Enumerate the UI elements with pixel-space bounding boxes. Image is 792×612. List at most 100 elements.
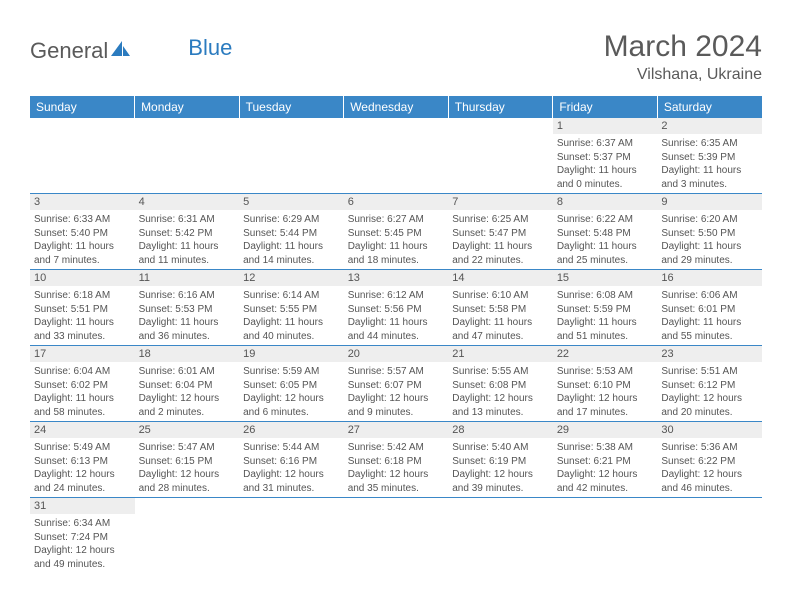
sunrise-text: Sunrise: 6:18 AM (34, 289, 131, 303)
daylight-text: Daylight: 12 hours and 2 minutes. (139, 392, 236, 419)
day-number: 10 (30, 270, 135, 286)
calendar-cell: 25Sunrise: 5:47 AMSunset: 6:15 PMDayligh… (135, 422, 240, 498)
calendar-cell: 4Sunrise: 6:31 AMSunset: 5:42 PMDaylight… (135, 194, 240, 270)
day-number: 31 (30, 498, 135, 514)
day-details: Sunrise: 6:06 AMSunset: 6:01 PMDaylight:… (657, 286, 762, 345)
daylight-text: Daylight: 11 hours and 36 minutes. (139, 316, 236, 343)
sunrise-text: Sunrise: 5:59 AM (243, 365, 340, 379)
sunset-text: Sunset: 6:19 PM (452, 455, 549, 469)
sunset-text: Sunset: 5:48 PM (557, 227, 654, 241)
day-number: 8 (553, 194, 658, 210)
logo-text-general: General (30, 38, 108, 64)
daylight-text: Daylight: 11 hours and 14 minutes. (243, 240, 340, 267)
title-block: March 2024 Vilshana, Ukraine (604, 30, 762, 84)
sunset-text: Sunset: 6:22 PM (661, 455, 758, 469)
daylight-text: Daylight: 11 hours and 29 minutes. (661, 240, 758, 267)
calendar-cell: 23Sunrise: 5:51 AMSunset: 6:12 PMDayligh… (657, 346, 762, 422)
sunrise-text: Sunrise: 6:27 AM (348, 213, 445, 227)
sunset-text: Sunset: 5:55 PM (243, 303, 340, 317)
daylight-text: Daylight: 12 hours and 35 minutes. (348, 468, 445, 495)
weekday-header-row: Sunday Monday Tuesday Wednesday Thursday… (30, 96, 762, 118)
day-number: 4 (135, 194, 240, 210)
daylight-text: Daylight: 12 hours and 24 minutes. (34, 468, 131, 495)
daylight-text: Daylight: 11 hours and 0 minutes. (557, 164, 654, 191)
daylight-text: Daylight: 11 hours and 44 minutes. (348, 316, 445, 343)
sunrise-text: Sunrise: 5:38 AM (557, 441, 654, 455)
sunrise-text: Sunrise: 6:10 AM (452, 289, 549, 303)
brand-logo: General Blue (30, 38, 232, 64)
calendar-cell: 22Sunrise: 5:53 AMSunset: 6:10 PMDayligh… (553, 346, 658, 422)
day-number: 11 (135, 270, 240, 286)
sunrise-text: Sunrise: 6:37 AM (557, 137, 654, 151)
calendar-cell: 30Sunrise: 5:36 AMSunset: 6:22 PMDayligh… (657, 422, 762, 498)
sunrise-text: Sunrise: 6:35 AM (661, 137, 758, 151)
sunset-text: Sunset: 5:42 PM (139, 227, 236, 241)
calendar-cell (239, 118, 344, 194)
calendar-cell: 24Sunrise: 5:49 AMSunset: 6:13 PMDayligh… (30, 422, 135, 498)
day-details: Sunrise: 6:25 AMSunset: 5:47 PMDaylight:… (448, 210, 553, 269)
sunset-text: Sunset: 5:58 PM (452, 303, 549, 317)
sunrise-text: Sunrise: 6:06 AM (661, 289, 758, 303)
sunrise-text: Sunrise: 5:51 AM (661, 365, 758, 379)
day-details: Sunrise: 6:33 AMSunset: 5:40 PMDaylight:… (30, 210, 135, 269)
day-details: Sunrise: 6:34 AMSunset: 7:24 PMDaylight:… (30, 514, 135, 573)
day-details: Sunrise: 5:47 AMSunset: 6:15 PMDaylight:… (135, 438, 240, 497)
sunset-text: Sunset: 5:39 PM (661, 151, 758, 165)
sunrise-text: Sunrise: 5:44 AM (243, 441, 340, 455)
calendar-cell: 13Sunrise: 6:12 AMSunset: 5:56 PMDayligh… (344, 270, 449, 346)
day-number: 26 (239, 422, 344, 438)
daylight-text: Daylight: 12 hours and 42 minutes. (557, 468, 654, 495)
sunrise-text: Sunrise: 6:34 AM (34, 517, 131, 531)
day-number: 18 (135, 346, 240, 362)
day-details: Sunrise: 6:14 AMSunset: 5:55 PMDaylight:… (239, 286, 344, 345)
calendar-week-row: 17Sunrise: 6:04 AMSunset: 6:02 PMDayligh… (30, 346, 762, 422)
sunset-text: Sunset: 6:04 PM (139, 379, 236, 393)
day-details: Sunrise: 6:27 AMSunset: 5:45 PMDaylight:… (344, 210, 449, 269)
day-details: Sunrise: 6:12 AMSunset: 5:56 PMDaylight:… (344, 286, 449, 345)
day-details: Sunrise: 6:08 AMSunset: 5:59 PMDaylight:… (553, 286, 658, 345)
daylight-text: Daylight: 12 hours and 20 minutes. (661, 392, 758, 419)
day-number: 5 (239, 194, 344, 210)
day-number: 19 (239, 346, 344, 362)
sunset-text: Sunset: 5:59 PM (557, 303, 654, 317)
calendar-cell: 26Sunrise: 5:44 AMSunset: 6:16 PMDayligh… (239, 422, 344, 498)
daylight-text: Daylight: 12 hours and 6 minutes. (243, 392, 340, 419)
calendar-cell: 12Sunrise: 6:14 AMSunset: 5:55 PMDayligh… (239, 270, 344, 346)
daylight-text: Daylight: 11 hours and 22 minutes. (452, 240, 549, 267)
calendar-cell (135, 118, 240, 194)
day-details: Sunrise: 6:31 AMSunset: 5:42 PMDaylight:… (135, 210, 240, 269)
calendar-cell (657, 498, 762, 574)
sunrise-text: Sunrise: 5:57 AM (348, 365, 445, 379)
page-header: General Blue March 2024 Vilshana, Ukrain… (30, 30, 762, 84)
sunset-text: Sunset: 5:37 PM (557, 151, 654, 165)
calendar-cell: 16Sunrise: 6:06 AMSunset: 6:01 PMDayligh… (657, 270, 762, 346)
calendar-cell: 9Sunrise: 6:20 AMSunset: 5:50 PMDaylight… (657, 194, 762, 270)
logo-sail-icon (110, 40, 132, 63)
sunrise-text: Sunrise: 6:22 AM (557, 213, 654, 227)
weekday-header: Monday (135, 96, 240, 118)
weekday-header: Thursday (448, 96, 553, 118)
calendar-cell: 10Sunrise: 6:18 AMSunset: 5:51 PMDayligh… (30, 270, 135, 346)
day-number: 15 (553, 270, 658, 286)
sunset-text: Sunset: 6:02 PM (34, 379, 131, 393)
day-number: 9 (657, 194, 762, 210)
calendar-cell (448, 118, 553, 194)
daylight-text: Daylight: 11 hours and 18 minutes. (348, 240, 445, 267)
day-number: 6 (344, 194, 449, 210)
sunrise-text: Sunrise: 6:25 AM (452, 213, 549, 227)
calendar-cell: 20Sunrise: 5:57 AMSunset: 6:07 PMDayligh… (344, 346, 449, 422)
day-number: 3 (30, 194, 135, 210)
sunrise-text: Sunrise: 5:42 AM (348, 441, 445, 455)
calendar-week-row: 24Sunrise: 5:49 AMSunset: 6:13 PMDayligh… (30, 422, 762, 498)
calendar-cell: 31Sunrise: 6:34 AMSunset: 7:24 PMDayligh… (30, 498, 135, 574)
calendar-cell: 2Sunrise: 6:35 AMSunset: 5:39 PMDaylight… (657, 118, 762, 194)
daylight-text: Daylight: 12 hours and 46 minutes. (661, 468, 758, 495)
calendar-cell: 27Sunrise: 5:42 AMSunset: 6:18 PMDayligh… (344, 422, 449, 498)
day-number: 22 (553, 346, 658, 362)
logo-text-blue: Blue (188, 35, 232, 61)
sunset-text: Sunset: 6:05 PM (243, 379, 340, 393)
day-details: Sunrise: 5:49 AMSunset: 6:13 PMDaylight:… (30, 438, 135, 497)
daylight-text: Daylight: 12 hours and 28 minutes. (139, 468, 236, 495)
calendar-cell: 19 Sunrise: 5:59 AMSunset: 6:05 PMDayligh… (239, 346, 344, 422)
calendar-cell: 18Sunrise: 6:01 AMSunset: 6:04 PMDayligh… (135, 346, 240, 422)
